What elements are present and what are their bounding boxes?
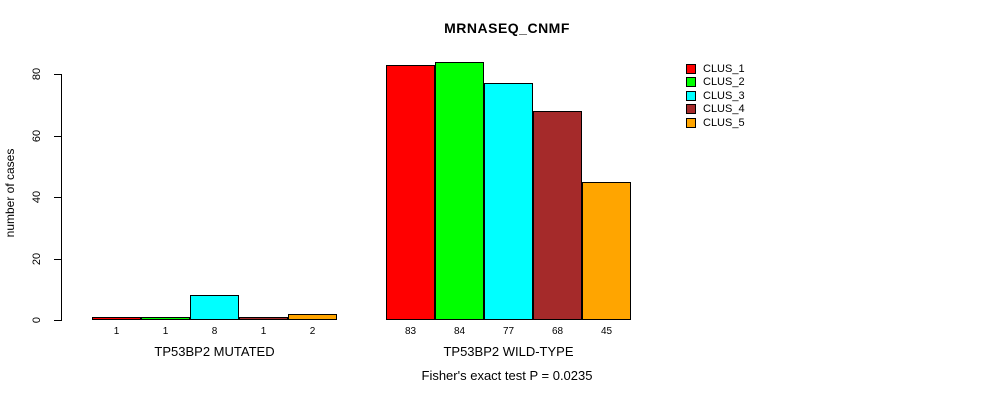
y-tick-mark xyxy=(54,74,61,75)
bar-clus_5-group1 xyxy=(288,314,337,320)
legend-label-clus_3: CLUS_3 xyxy=(703,89,745,102)
y-tick-label: 20 xyxy=(31,252,43,265)
legend-label-clus_4: CLUS_4 xyxy=(703,103,745,116)
legend-swatch-clus_4 xyxy=(686,104,696,115)
y-axis-line xyxy=(61,74,62,321)
y-tick-label: 40 xyxy=(31,190,43,204)
bar-value-label: 1 xyxy=(162,326,169,337)
bar-clus_3-group2 xyxy=(484,83,533,320)
bar-clus_3-group1 xyxy=(190,295,239,320)
legend-swatch-clus_5 xyxy=(686,117,696,128)
bar-value-label: 2 xyxy=(309,326,316,337)
y-axis-label: number of cases xyxy=(3,148,17,238)
legend-swatch-clus_3 xyxy=(686,90,696,101)
legend-swatch-clus_2 xyxy=(686,77,696,88)
group-label-1: TP53BP2 MUTATED xyxy=(154,344,275,359)
y-tick-label: 80 xyxy=(31,67,43,81)
bar-clus_2-group2 xyxy=(435,62,484,320)
y-tick-mark xyxy=(54,197,61,198)
legend-label-clus_2: CLUS_2 xyxy=(703,76,745,89)
y-tick-mark xyxy=(54,135,61,137)
chart-title: MRNASEQ_CNMF xyxy=(444,20,570,36)
legend-label-clus_1: CLUS_1 xyxy=(703,63,745,75)
bar-value-label: 1 xyxy=(113,326,120,337)
group-label-2: TP53BP2 WILD-TYPE xyxy=(443,344,574,359)
pvalue-subtitle: Fisher's exact test P = 0.0235 xyxy=(421,368,593,383)
bar-clus_5-group2 xyxy=(582,182,631,320)
bar-clus_1-group2 xyxy=(386,65,435,320)
y-tick-label: 60 xyxy=(31,129,43,142)
bar-value-label: 77 xyxy=(502,326,515,337)
y-tick-label: 0 xyxy=(31,316,43,324)
bar-value-label: 68 xyxy=(551,326,564,337)
bar-clus_2-group1 xyxy=(141,317,190,320)
bar-value-label: 1 xyxy=(260,326,267,337)
bar-value-label: 83 xyxy=(404,326,417,337)
y-tick-mark xyxy=(54,320,61,321)
bar-value-label: 8 xyxy=(211,326,218,337)
legend-label-clus_5: CLUS_5 xyxy=(703,116,745,129)
bar-clus_4-group1 xyxy=(239,317,288,320)
legend-swatch-clus_1 xyxy=(686,64,696,74)
bar-value-label: 45 xyxy=(600,326,613,337)
bar-clus_1-group1 xyxy=(92,317,141,320)
bar-value-label: 84 xyxy=(453,326,466,337)
y-tick-mark xyxy=(54,258,61,260)
bar-clus_4-group2 xyxy=(533,111,582,320)
